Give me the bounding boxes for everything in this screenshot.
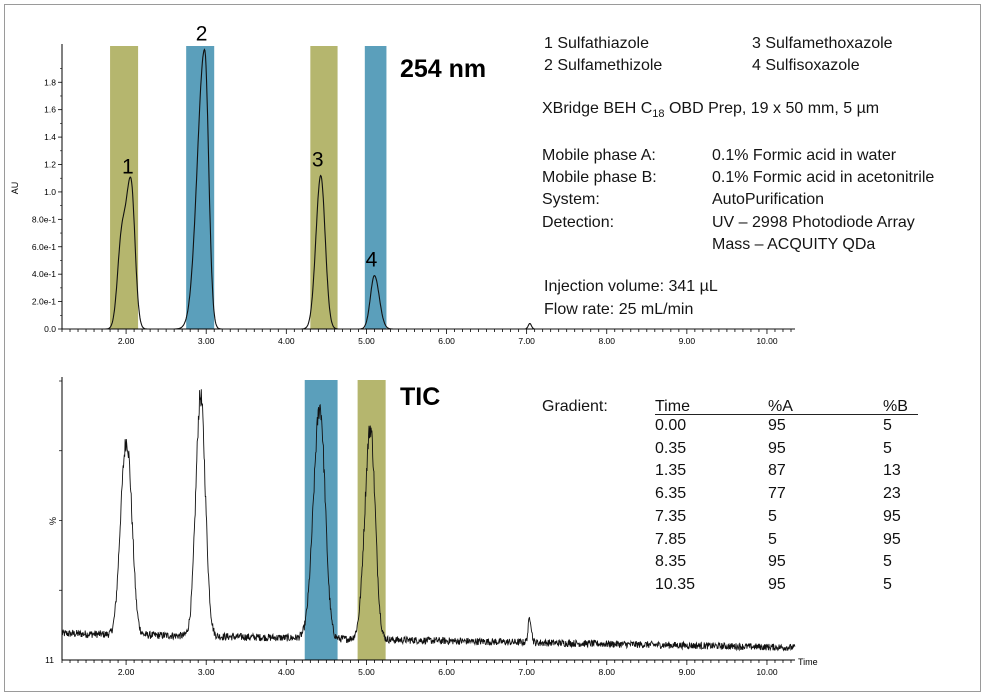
compound-item: 1 Sulfathiazole bbox=[544, 35, 649, 52]
x-tick-label: 10.00 bbox=[756, 336, 778, 346]
x-tick-label: 10.00 bbox=[756, 667, 778, 677]
condition-label: Mobile phase A: bbox=[542, 147, 656, 164]
gradient-cell-time: 10.35 bbox=[655, 575, 696, 593]
gradient-header-b: %B bbox=[883, 398, 908, 415]
gradient-cell-time: 7.35 bbox=[655, 507, 687, 525]
compound-item: 4 Sulfisoxazole bbox=[752, 57, 860, 74]
y-tick-label: 0.0 bbox=[44, 324, 56, 334]
gradient-cell-time: 6.35 bbox=[655, 485, 687, 503]
y-tick-label: 11 bbox=[45, 655, 54, 665]
x-tick-label: 5.00 bbox=[358, 336, 375, 346]
x-tick-label: 8.00 bbox=[598, 336, 615, 346]
gradient-cell-b: 5 bbox=[883, 417, 892, 434]
gradient-cell-b: 23 bbox=[883, 485, 901, 503]
x-tick-label: 4.00 bbox=[278, 667, 295, 677]
x-tick-label: 3.00 bbox=[198, 667, 215, 677]
y-axis-title: AU bbox=[10, 182, 20, 195]
gradient-cell-time: 7.85 bbox=[655, 530, 687, 548]
gradient-cell-a: 95 bbox=[768, 553, 786, 571]
x-tick-label: 7.00 bbox=[518, 667, 535, 677]
gradient-cell-a: 5 bbox=[768, 507, 777, 525]
x-tick-label: 4.00 bbox=[278, 336, 295, 346]
gradient-label: Gradient: bbox=[542, 398, 608, 415]
x-tick-label: 2.00 bbox=[118, 336, 135, 346]
y-tick-label: 1.8 bbox=[44, 77, 56, 87]
gradient-cell-time: 0.00 bbox=[655, 417, 687, 434]
condition-value: UV – 2998 Photodiode Array bbox=[712, 214, 915, 231]
condition-value: AutoPurification bbox=[712, 191, 825, 208]
gradient-cell-a: 87 bbox=[768, 462, 786, 480]
peak-label-4: 4 bbox=[366, 249, 378, 272]
gradient-cell-b: 95 bbox=[883, 530, 901, 548]
injection-volume: Injection volume: 341 µL bbox=[544, 278, 718, 295]
x-tick-label: 8.00 bbox=[598, 667, 615, 677]
condition-value: 0.1% Formic acid in acetonitrile bbox=[712, 169, 935, 186]
condition-label: Mobile phase B: bbox=[542, 169, 657, 186]
x-tick-label: 5.00 bbox=[358, 667, 375, 677]
tic-detector-title: TIC bbox=[400, 383, 441, 411]
x-tick-label: 3.00 bbox=[198, 336, 215, 346]
y-tick-label: 4.0e-1 bbox=[32, 269, 56, 279]
gradient-cell-b: 5 bbox=[883, 553, 892, 571]
x-tick-label: 6.00 bbox=[438, 336, 455, 346]
x-axis-title: Time bbox=[798, 657, 818, 667]
gradient-header-rule bbox=[655, 414, 918, 415]
gradient-cell-b: 13 bbox=[883, 462, 901, 480]
gradient-cell-b: 5 bbox=[883, 439, 892, 457]
compound-item: 3 Sulfamethoxazole bbox=[752, 35, 893, 52]
column-description: XBridge BEH C18 OBD Prep, 19 x 50 mm, 5 … bbox=[542, 100, 880, 121]
x-tick-label: 2.00 bbox=[118, 667, 135, 677]
condition-label: Detection: bbox=[542, 214, 615, 231]
y-axis-title: % bbox=[48, 517, 58, 525]
chromatogram-trace bbox=[61, 389, 796, 652]
peak-highlight-band bbox=[310, 46, 338, 329]
peak-highlight-band bbox=[110, 46, 139, 329]
flow-rate: Flow rate: 25 mL/min bbox=[544, 301, 694, 318]
y-tick-label: 1.4 bbox=[44, 132, 56, 142]
gradient-cell-a: 77 bbox=[768, 485, 786, 503]
gradient-header-time: Time bbox=[655, 398, 690, 415]
uv-detector-title: 254 nm bbox=[400, 55, 487, 83]
condition-label: System: bbox=[542, 191, 600, 208]
x-tick-label: 9.00 bbox=[679, 667, 696, 677]
peak-label-3: 3 bbox=[312, 148, 324, 171]
gradient-cell-time: 8.35 bbox=[655, 553, 687, 571]
gradient-cell-a: 5 bbox=[768, 530, 777, 548]
condition-value: Mass – ACQUITY QDa bbox=[712, 236, 876, 253]
peak-highlight-band bbox=[304, 380, 338, 660]
y-tick-label: 6.0e-1 bbox=[32, 242, 56, 252]
gradient-cell-b: 95 bbox=[883, 507, 901, 525]
gradient-cell-time: 0.35 bbox=[655, 439, 687, 457]
gradient-cell-a: 95 bbox=[768, 575, 786, 593]
chromatogram-trace bbox=[62, 48, 795, 330]
x-tick-label: 6.00 bbox=[438, 667, 455, 677]
gradient-cell-a: 95 bbox=[768, 439, 786, 457]
gradient-header-a: %A bbox=[768, 398, 793, 415]
y-tick-label: 1.0 bbox=[44, 187, 56, 197]
gradient-cell-a: 95 bbox=[768, 417, 786, 434]
y-tick-label: 8.0e-1 bbox=[32, 214, 56, 224]
y-tick-label: 1.2 bbox=[44, 160, 56, 170]
figure-frame bbox=[4, 4, 981, 692]
condition-value: 0.1% Formic acid in water bbox=[712, 147, 897, 164]
compound-item: 2 Sulfamethizole bbox=[544, 57, 663, 74]
x-tick-label: 7.00 bbox=[518, 336, 535, 346]
peak-label-1: 1 bbox=[122, 155, 134, 178]
y-tick-label: 2.0e-1 bbox=[32, 297, 56, 307]
gradient-cell-time: 1.35 bbox=[655, 462, 687, 480]
y-tick-label: 1.6 bbox=[44, 105, 56, 115]
peak-highlight-band bbox=[364, 46, 387, 329]
x-tick-label: 9.00 bbox=[679, 336, 696, 346]
peak-label-2: 2 bbox=[196, 22, 208, 45]
peak-highlight-band bbox=[357, 380, 386, 660]
gradient-cell-b: 5 bbox=[883, 575, 892, 593]
